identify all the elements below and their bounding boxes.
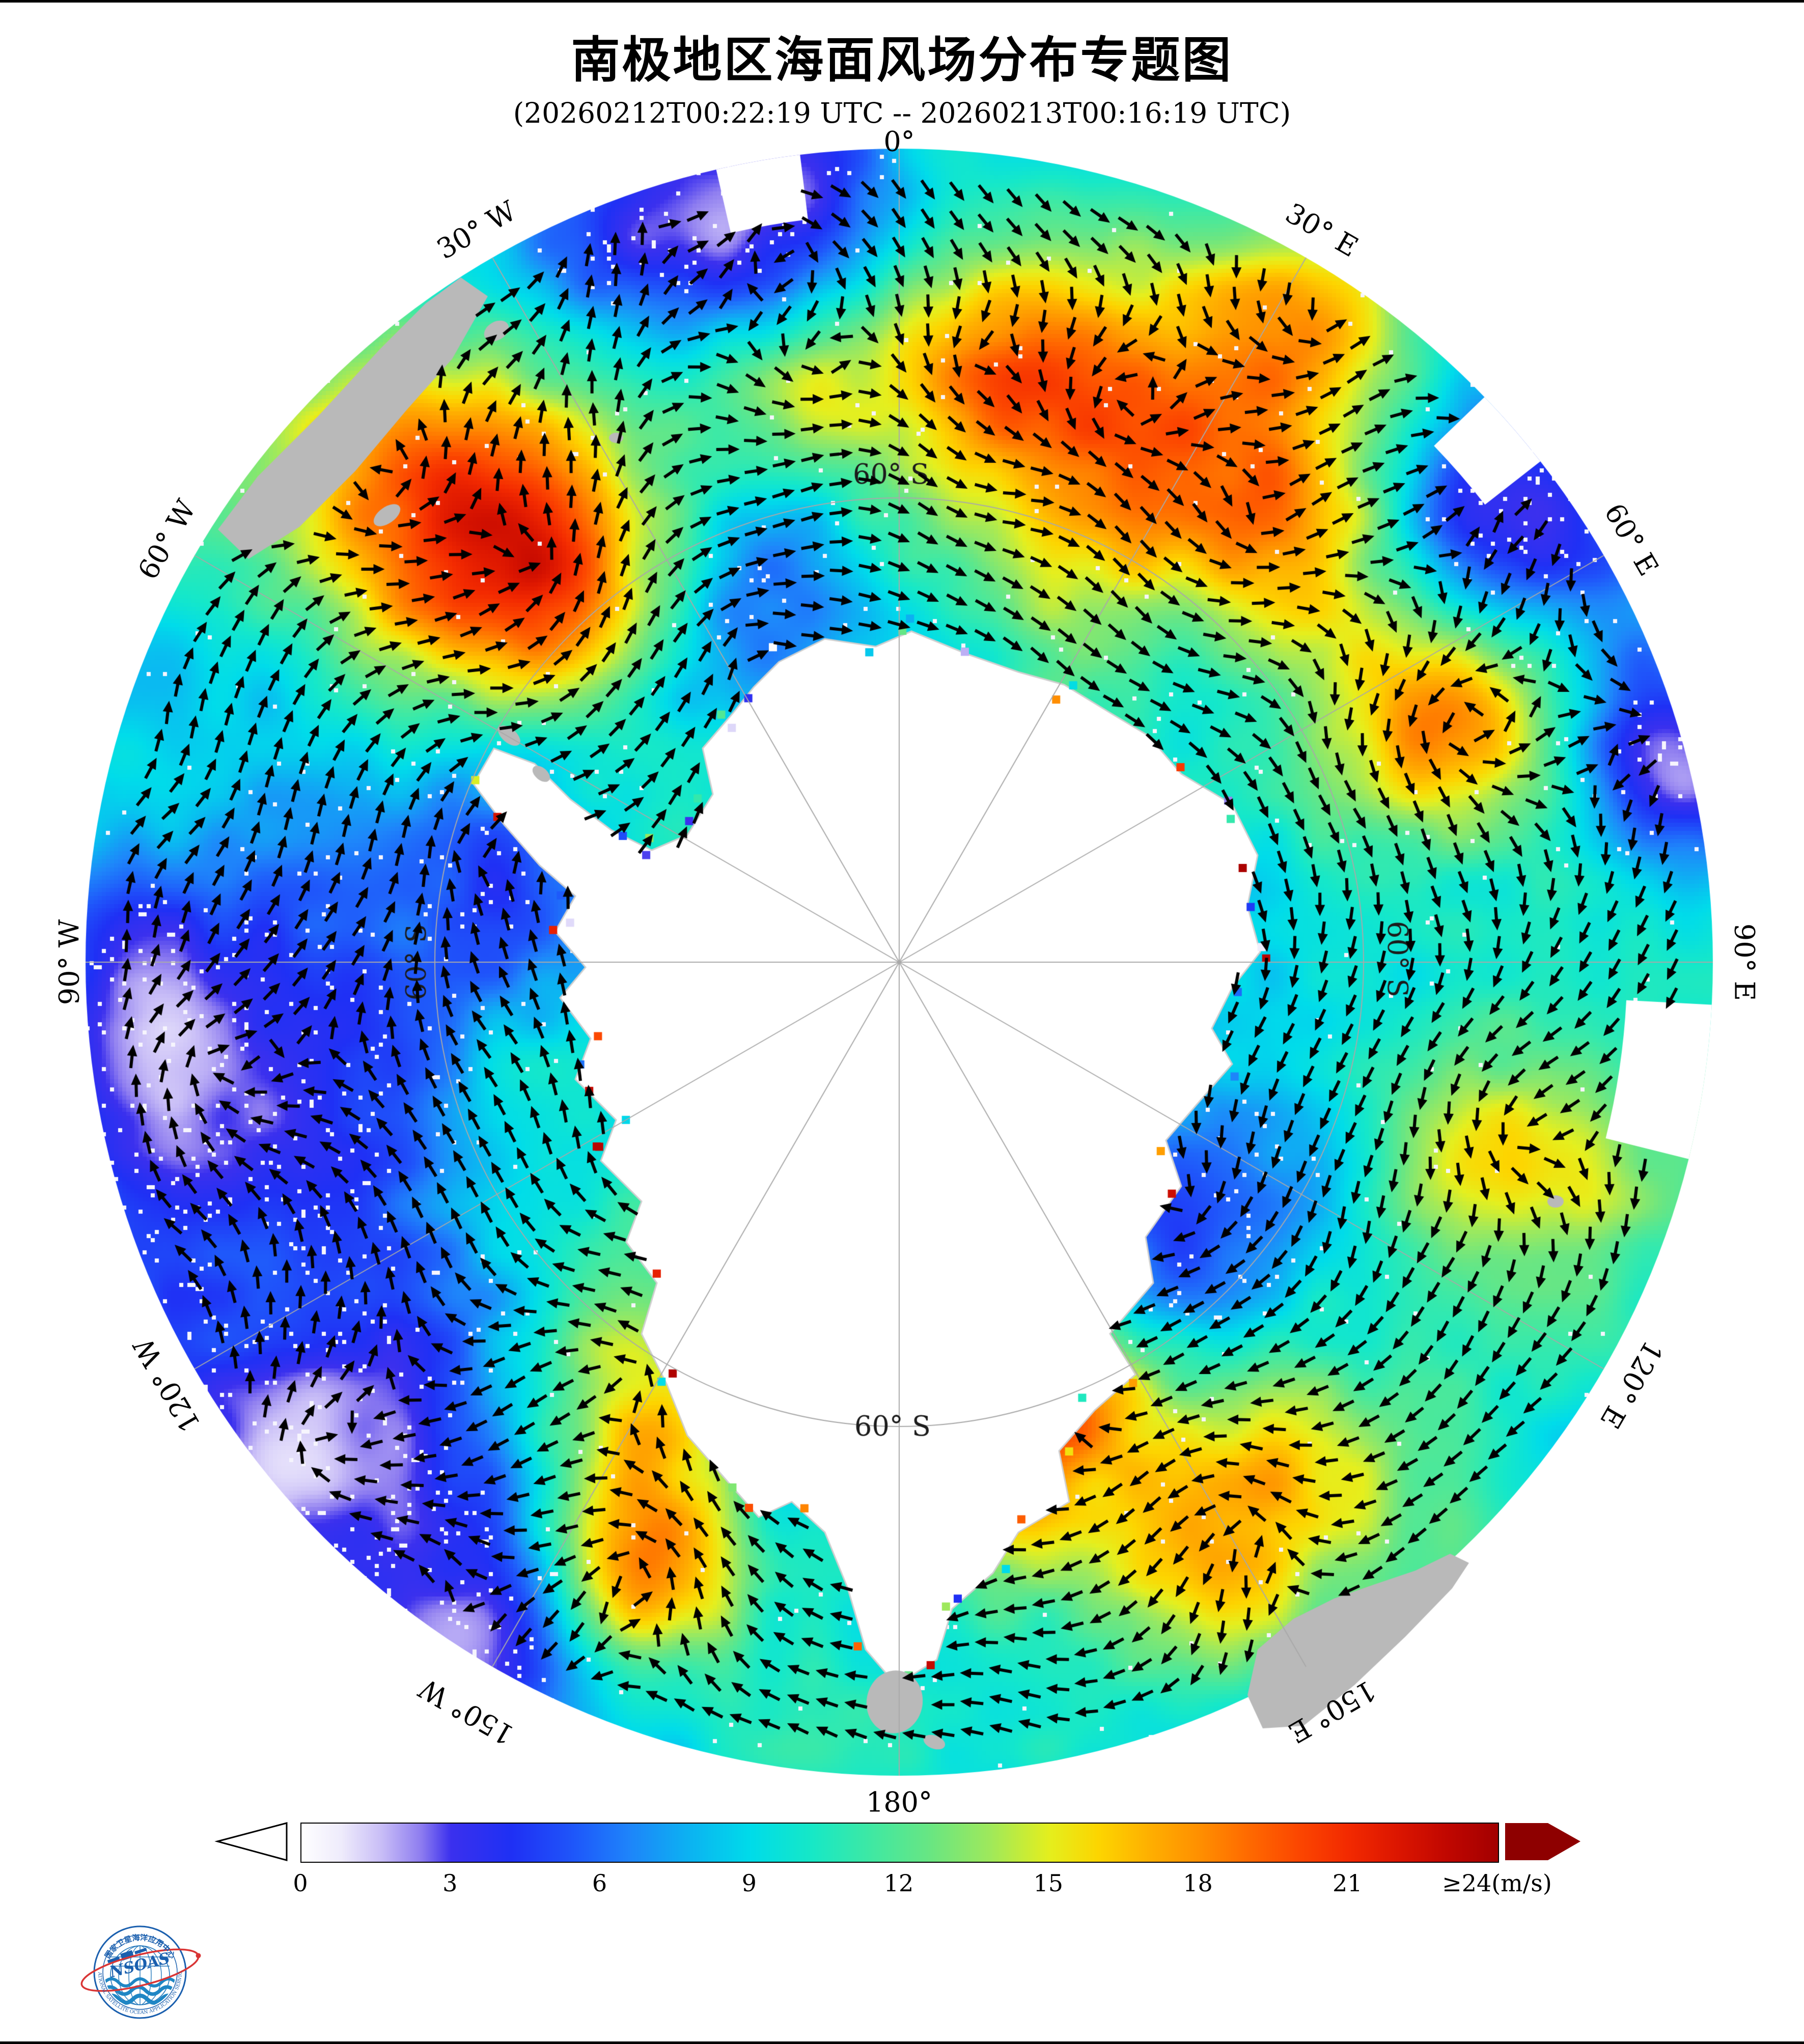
colorbar-tick-label: 21 [1332, 1869, 1363, 1897]
logo-wave-icon [104, 1977, 176, 1987]
logo-orbit-icon [80, 1948, 201, 1992]
footer-col-satellite: 卫星名称: HY-2B 传 感 器: 微波散射计 [1465, 1922, 1735, 2044]
colorbar-tick-label: 12 [883, 1869, 914, 1897]
bottom-border [0, 2041, 1804, 2044]
longitude-label: 90° W [53, 919, 86, 1005]
footer-col-projection: 坐标系: Lambert_Azimuthal_Equal_Area 比例尺: 1… [773, 1922, 1351, 2044]
longitude-label: 0° [883, 125, 915, 158]
colorbar-tick-label: 18 [1183, 1869, 1213, 1897]
logo-inner-ring [102, 1935, 178, 2010]
longitude-label: 90° E [1728, 923, 1761, 1001]
longitude-label: 180° [866, 1786, 933, 1818]
colorbar-canvas [300, 1823, 1499, 1863]
colorbar-tick-label: 9 [741, 1869, 757, 1897]
colorbar-overflow-label: ≥24(m/s) [1442, 1869, 1552, 1897]
footer-col-mapping: 制图单位：国家卫星海洋应用中心 制图时间：2026年02月13日 [220, 1922, 655, 2044]
nsoas-logo: NSOAS 国家卫星海洋应用中心 NATIONAL SATELLITE OCEA… [76, 1915, 201, 2019]
colorbar-tick-label: 0 [293, 1869, 308, 1897]
colorbar-tick-label: 3 [442, 1869, 458, 1897]
colorbar-tick-label: 15 [1033, 1869, 1064, 1897]
colorbar-tick-label: 6 [592, 1869, 607, 1897]
